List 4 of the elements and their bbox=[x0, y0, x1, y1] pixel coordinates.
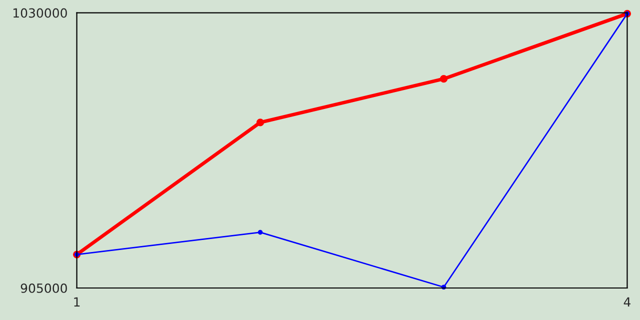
x-tick-label: 1 bbox=[74, 297, 80, 307]
y-tick-label: 1030000 bbox=[13, 8, 67, 18]
y-tick-label: 905000 bbox=[20, 283, 67, 293]
x-tick-label: 4 bbox=[624, 297, 630, 307]
